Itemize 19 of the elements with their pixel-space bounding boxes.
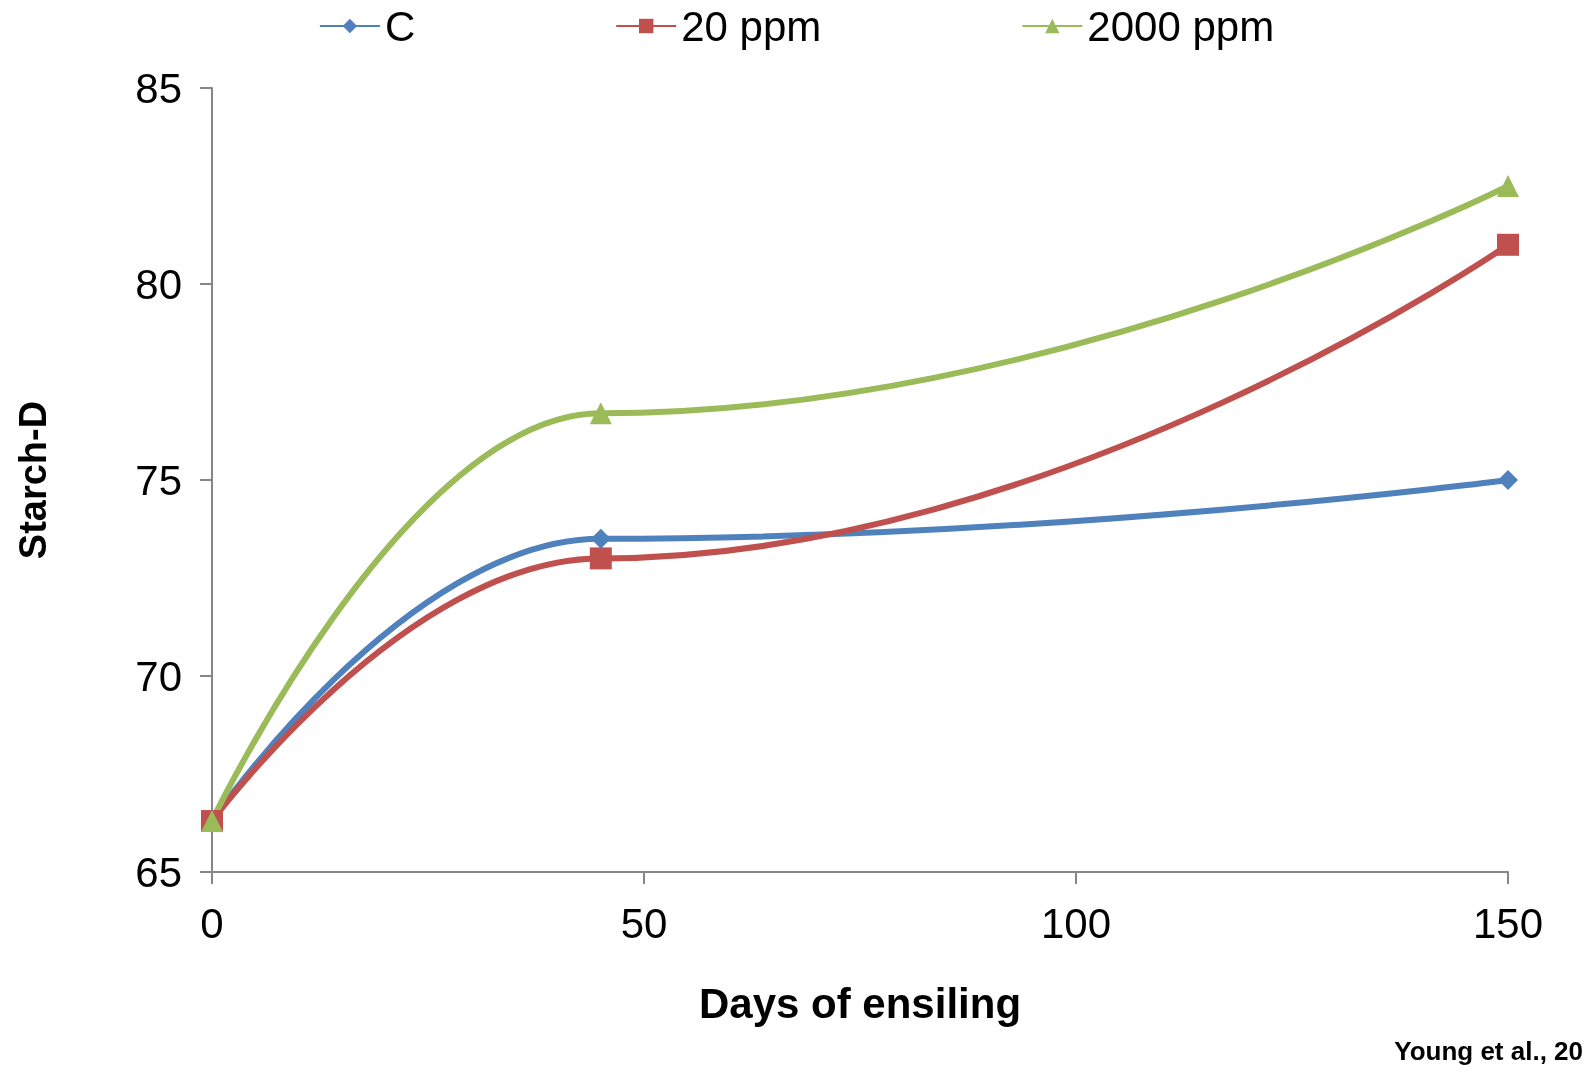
y-tick-label: 85: [135, 64, 182, 112]
text: Young et al., 20: [1394, 1036, 1583, 1066]
point: [590, 528, 611, 549]
point: [589, 547, 612, 570]
y-axis-title: Starch-D: [12, 400, 54, 560]
point: [1497, 233, 1519, 256]
y-tick-label: 65: [135, 848, 182, 896]
y-tick-label: 75: [135, 456, 182, 504]
x-tick-label: 0: [200, 899, 224, 947]
x-tick-label: 50: [620, 899, 668, 947]
x-tick-label: 100: [1040, 899, 1112, 947]
x-tick-label: 150: [1472, 899, 1544, 947]
y-tick-label: 70: [135, 652, 182, 700]
x-axis-title: Days of ensiling: [698, 979, 1022, 1027]
legend-label: 2000 ppm: [1087, 2, 1275, 50]
y-tick-label: 80: [135, 260, 182, 308]
legend-label: C: [384, 2, 416, 50]
point: [1498, 470, 1518, 490]
legend-label: 20 ppm: [681, 2, 822, 50]
